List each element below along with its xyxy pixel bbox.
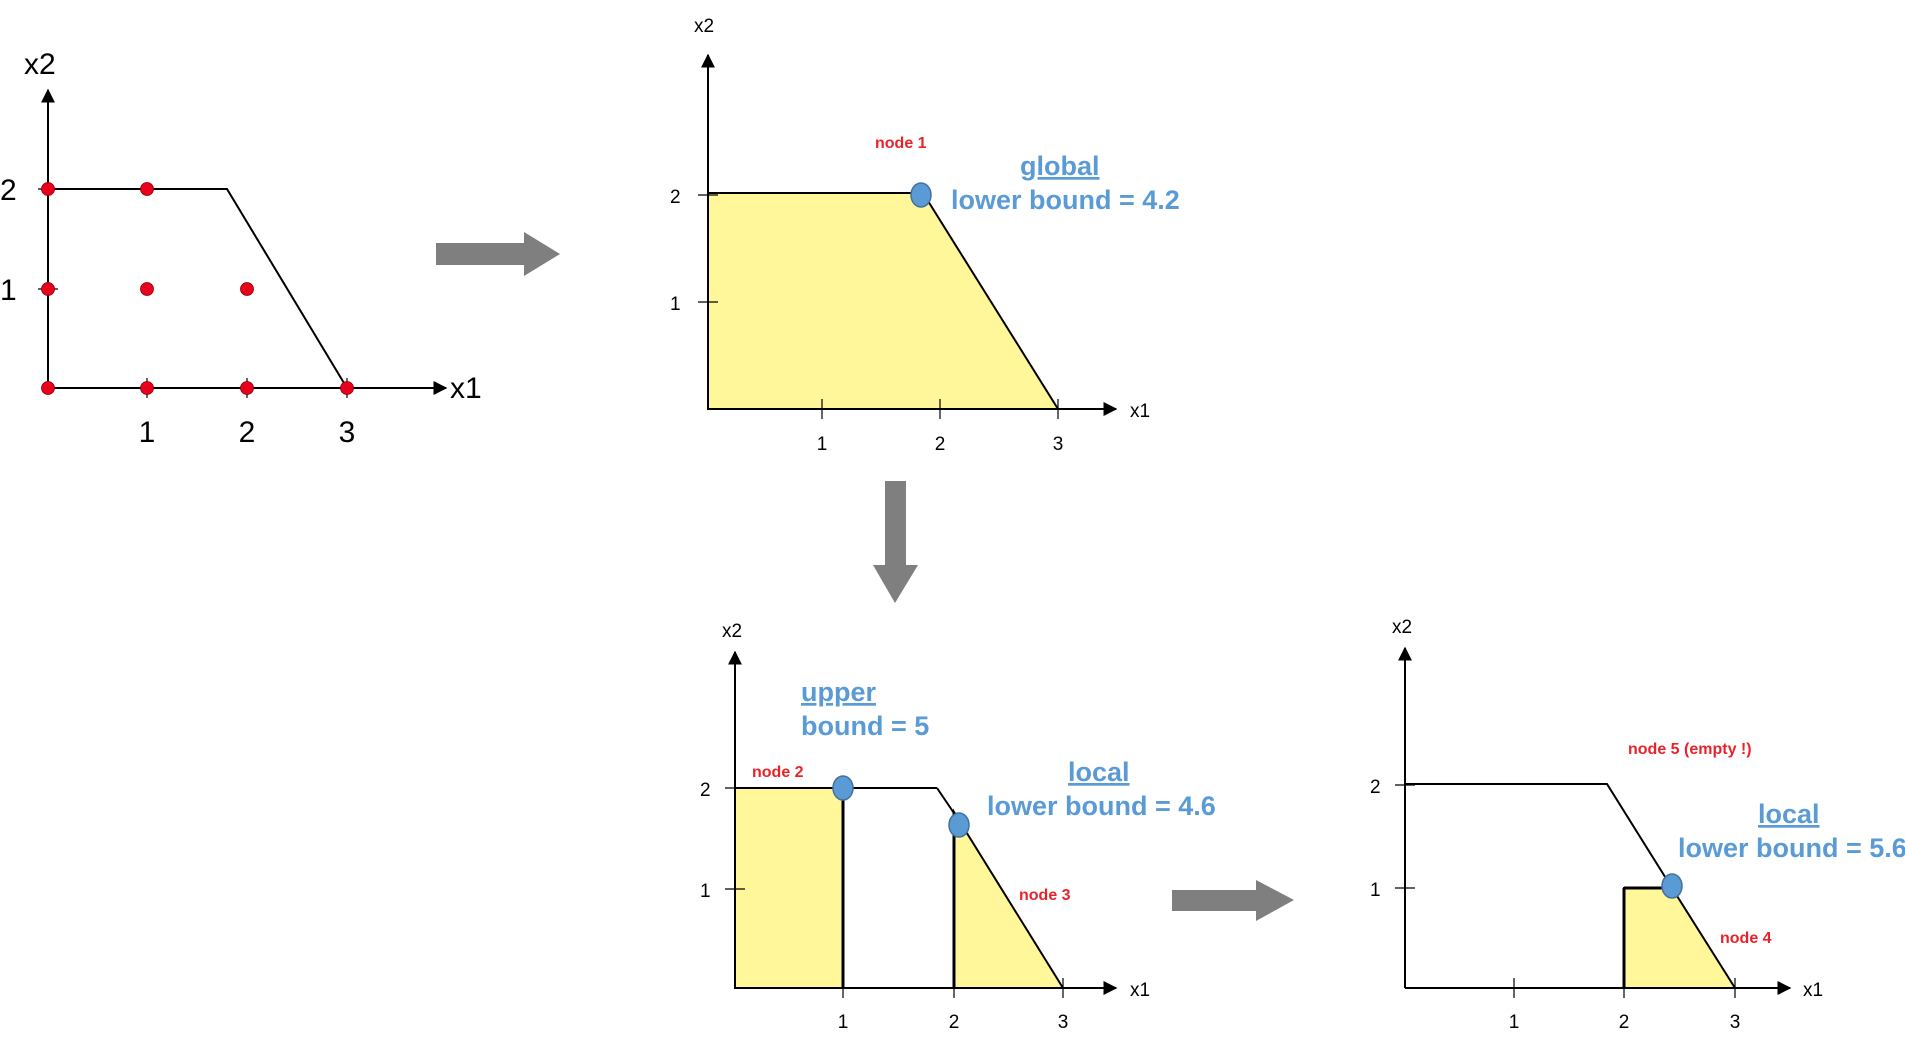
integer-point	[41, 282, 55, 296]
integer-point	[41, 381, 55, 395]
x-tick-label: 1	[817, 434, 828, 455]
integer-point	[240, 381, 254, 395]
upper-bound-title: upper	[801, 677, 876, 707]
feasible-region	[707, 192, 1060, 410]
y-tick-label: 2	[1370, 777, 1381, 798]
bound-value: lower bound = 4.2	[951, 185, 1180, 215]
feasible-region-outline	[47, 188, 349, 389]
x-axis-label: x1	[1803, 980, 1823, 1001]
integer-point	[41, 182, 55, 196]
y-tick-label: 2	[0, 174, 17, 207]
integer-point	[240, 282, 254, 296]
integer-point	[140, 381, 154, 395]
x-tick-label: 3	[1058, 1012, 1069, 1033]
node-label: node 4	[1720, 930, 1772, 947]
y-tick-label: 2	[700, 780, 711, 801]
integer-point	[140, 182, 154, 196]
upper-bound-value: bound = 5	[801, 711, 929, 741]
local-bound-point	[1661, 873, 1683, 899]
panel-relaxation: x2 x1 1 2 3 1 2 node 1 global lower boun…	[670, 16, 1180, 455]
upper-bound-point	[832, 775, 854, 801]
x-axis-label: x1	[1130, 980, 1150, 1001]
bound-title: global	[1020, 151, 1100, 181]
x-tick-label: 1	[139, 416, 156, 449]
node-label: node 1	[875, 135, 927, 152]
y-axis-label: x2	[24, 48, 56, 81]
left-subregion	[734, 787, 844, 989]
local-bound-title: local	[1758, 799, 1820, 829]
x-tick-label: 3	[339, 416, 356, 449]
node-label: node 5 (empty !)	[1628, 741, 1752, 758]
panel-branching: x2 x1 1 2 3 1 2 node 2 node 3 upper boun…	[700, 621, 1216, 1033]
y-axis-label: x2	[1392, 617, 1412, 638]
node-4-subregion	[1623, 887, 1737, 989]
down-arrow	[873, 481, 918, 603]
integer-point	[140, 282, 154, 296]
x-tick-label: 2	[935, 434, 946, 455]
y-tick-label: 2	[670, 187, 681, 208]
relaxation-outline	[1405, 783, 1673, 889]
x-tick-label: 2	[1619, 1012, 1630, 1033]
right-arrow	[436, 232, 560, 276]
y-axis-label: x2	[722, 621, 742, 642]
x-axis-label: x1	[450, 372, 482, 405]
local-bound-title: local	[1068, 757, 1130, 787]
panel-integer-points: x2 x1 1 2 3 1 2	[0, 48, 482, 449]
x-axis-label: x1	[1130, 401, 1150, 422]
local-bound-value: lower bound = 5.6	[1678, 833, 1905, 863]
y-tick-label: 1	[700, 881, 711, 902]
x-tick-label: 3	[1730, 1012, 1741, 1033]
x-tick-label: 1	[1509, 1012, 1520, 1033]
panel-further-branching: x2 x1 1 2 3 1 2 node 5 (empty !) node 4 …	[1370, 617, 1905, 1033]
y-axis-label: x2	[694, 16, 714, 37]
node-label: node 2	[752, 764, 804, 781]
x-tick-label: 1	[838, 1012, 849, 1033]
y-tick-label: 1	[670, 294, 681, 315]
right-arrow	[1172, 880, 1294, 921]
y-tick-label: 1	[1370, 880, 1381, 901]
x-tick-label: 2	[239, 416, 256, 449]
x-tick-label: 2	[949, 1012, 960, 1033]
y-tick-label: 1	[0, 274, 17, 307]
local-bound-point	[948, 812, 970, 838]
local-bound-value: lower bound = 4.6	[987, 791, 1216, 821]
x-tick-label: 3	[1053, 434, 1064, 455]
lp-optimum-point	[910, 182, 932, 208]
node-label: node 3	[1019, 887, 1071, 904]
integer-point	[340, 381, 354, 395]
